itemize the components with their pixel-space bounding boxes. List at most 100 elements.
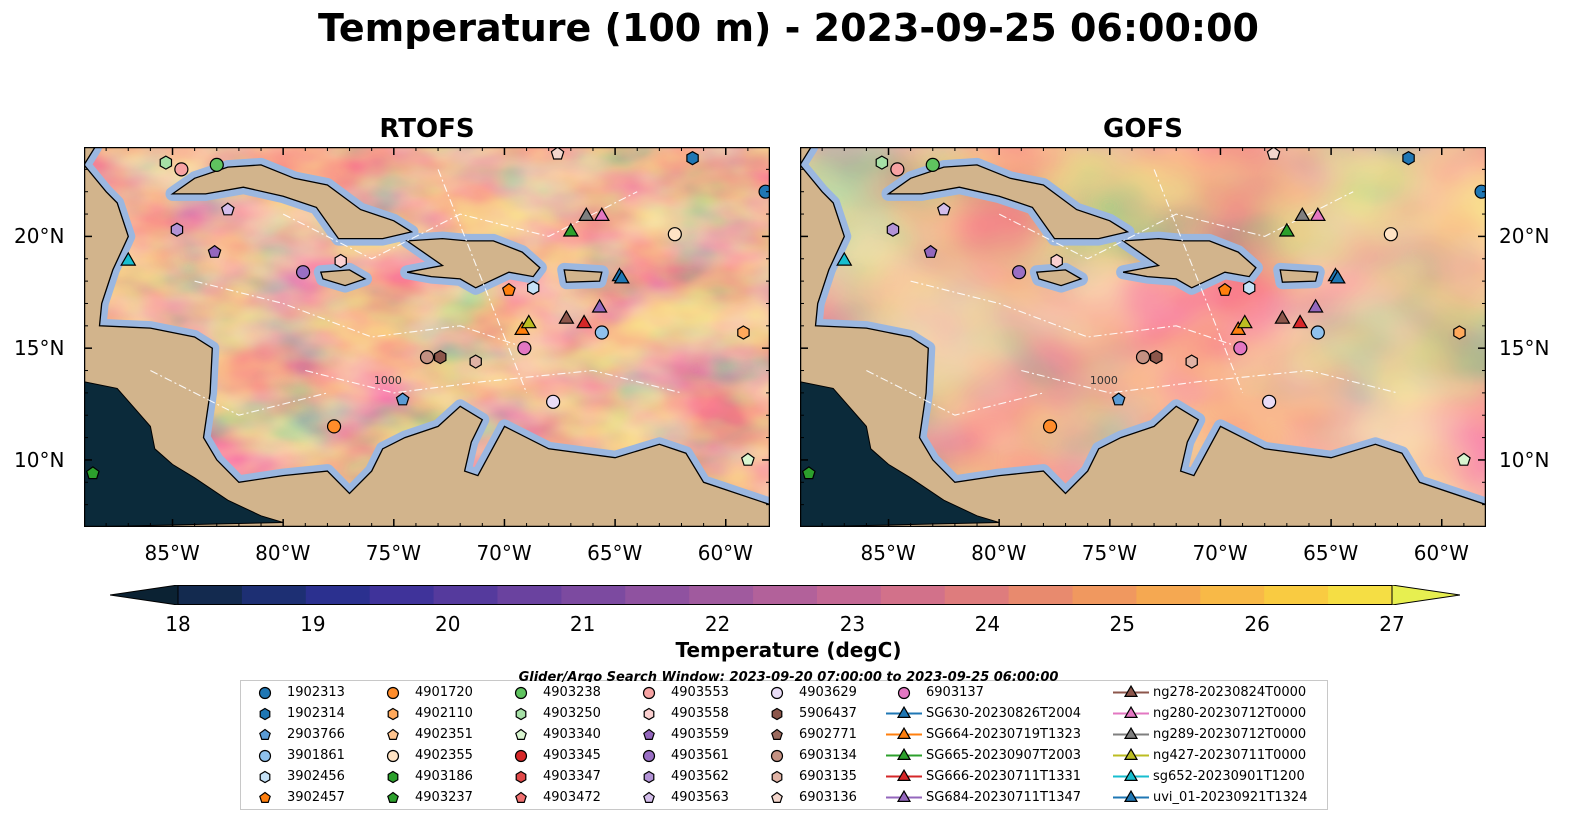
legend-marker [896, 768, 912, 781]
legend-item: 6903137 [884, 682, 984, 703]
legend-item: 4903347 [501, 766, 601, 787]
marker-ng278-20230824T0000 [558, 309, 575, 324]
legend-marker-icon [515, 791, 527, 803]
legend-marker [1123, 789, 1139, 802]
colorbar-tick-label: 25 [1109, 612, 1135, 636]
colorbar-tick-label: 26 [1244, 612, 1270, 636]
legend-label: SG630-20230826T2004 [926, 706, 1082, 721]
legend-marker-icon [1113, 684, 1149, 697]
legend-marker [387, 770, 399, 784]
lon-tick-label: 60°W [697, 541, 753, 565]
legend-label: 5906437 [799, 706, 857, 721]
legend-item: 4903629 [757, 682, 857, 703]
marker-SG684-20230711T1347 [591, 298, 608, 313]
lat-tick-label: 10°N [14, 447, 65, 472]
lon-tick-label: 85°W [144, 541, 200, 565]
legend-marker [515, 707, 527, 721]
legend-item: 6903135 [757, 766, 857, 787]
legend-label: ng427-20230711T0000 [1153, 748, 1307, 763]
legend-item: 6902771 [757, 724, 857, 745]
legend-item: 4903340 [501, 724, 601, 745]
marker-SG684-20230711T1347 [1307, 298, 1324, 313]
legend-marker [771, 770, 783, 784]
marker-4903553 [174, 162, 189, 177]
land-cuba [170, 164, 414, 240]
legend-label: SG684-20230711T1347 [926, 790, 1082, 805]
legend-item: 6903134 [757, 745, 857, 766]
legend-item: 4903563 [629, 787, 729, 808]
legend-label: 3902457 [287, 790, 345, 805]
legend-marker-icon [514, 686, 528, 700]
legend-item: 4903561 [629, 745, 729, 766]
legend-marker [259, 770, 271, 784]
colorbar-bin [1008, 585, 1074, 605]
legend-marker [770, 749, 784, 763]
marker-2903766 [395, 392, 410, 406]
colorbar-tick-label: 27 [1379, 612, 1405, 636]
marker-1902313 [1474, 184, 1486, 199]
marker-6903137 [1233, 341, 1248, 356]
legend-label: 4903472 [543, 790, 601, 805]
legend-marker-icon [386, 749, 400, 763]
legend-item: ng280-20230712T0000 [1111, 703, 1306, 724]
colorbar-bin [497, 585, 562, 605]
legend-marker [387, 707, 399, 721]
marker-4903563 [936, 202, 951, 216]
marker-6903136 [550, 147, 565, 160]
lon-tick-label: 80°W [971, 541, 1027, 565]
legend-marker [386, 686, 400, 700]
marker-1902314 [686, 151, 699, 166]
marker-sg652-20230901T1200 [836, 251, 853, 266]
colorbar-tick-label: 20 [435, 612, 461, 636]
marker-SG666-20230711T1331 [1292, 314, 1309, 329]
legend-marker [387, 791, 399, 803]
legend-marker-icon [515, 770, 527, 784]
legend-item: SG666-20230711T1331 [884, 766, 1081, 787]
legend-marker [642, 686, 656, 700]
legend-label: 4903186 [415, 769, 473, 784]
lon-tick-label: 70°W [1192, 541, 1248, 565]
boundary-line [1021, 369, 1398, 394]
legend-label: 6902771 [799, 727, 857, 742]
legend-label: 6903135 [799, 769, 857, 784]
legend-label: 4903238 [543, 685, 601, 700]
legend-item: 4902110 [373, 703, 473, 724]
legend-marker-icon [643, 770, 655, 784]
legend-marker [259, 728, 271, 740]
legend-label: ng278-20230824T0000 [1153, 685, 1307, 700]
legend-label: 1902314 [287, 706, 345, 721]
legend-label: 6903134 [799, 748, 857, 763]
lon-tick-label: 70°W [476, 541, 532, 565]
colorbar-bin [369, 585, 435, 605]
colorbar-bin [625, 585, 690, 605]
boundary-line [910, 280, 1243, 349]
lon-tick-label: 65°W [587, 541, 643, 565]
colorbar-tick-label: 21 [569, 612, 596, 636]
legend-label: ng280-20230712T0000 [1153, 706, 1307, 721]
lon-tick-label: 80°W [255, 541, 311, 565]
legend-item: 3901861 [245, 745, 345, 766]
map-frame [84, 147, 770, 527]
legend-marker-icon [886, 768, 922, 781]
marker-4903559 [923, 244, 938, 258]
map-panel-gofs: 1000 [800, 147, 1486, 527]
legend-item: 4903562 [629, 766, 729, 787]
legend-label: 4903237 [415, 790, 473, 805]
legend-label: 4902110 [415, 706, 473, 721]
legend-label: 3901861 [287, 748, 345, 763]
legend-label: 4901720 [415, 685, 473, 700]
marker-4903238 [209, 157, 224, 172]
boundary-line [194, 280, 527, 349]
map-panel-rtofs: 1000 [84, 147, 770, 527]
colorbar-bin [178, 585, 243, 605]
marker-6903136 [1266, 147, 1281, 160]
marker-3902456 [527, 280, 540, 295]
legend-label: 4903345 [543, 748, 601, 763]
legend-marker-icon [386, 686, 400, 700]
legend-marker-icon [643, 707, 655, 721]
marker-6903135 [1185, 354, 1198, 369]
marker-6903137 [517, 341, 532, 356]
legend-item: 4903559 [629, 724, 729, 745]
legend-item: 4903186 [373, 766, 473, 787]
lat-tick-label: 10°N [1499, 447, 1550, 472]
